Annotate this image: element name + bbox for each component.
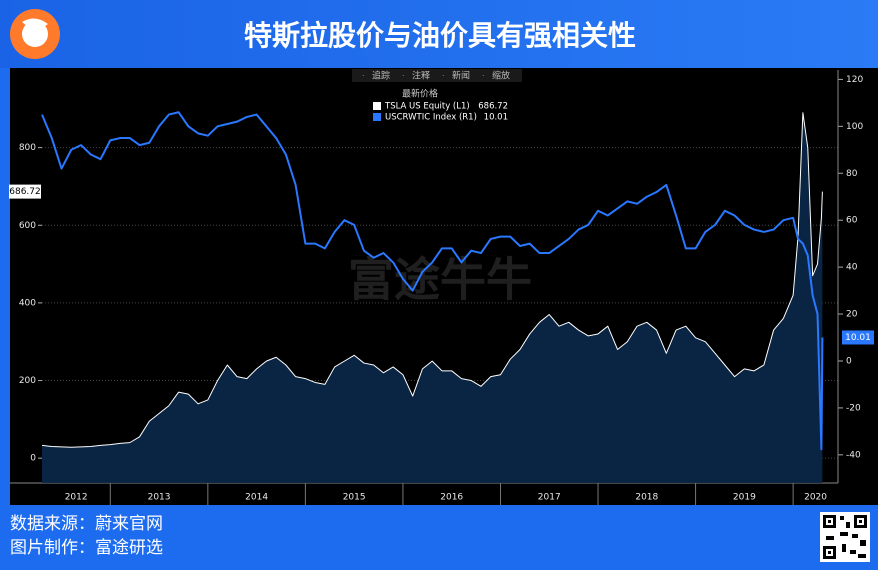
series-area	[42, 112, 823, 484]
legend-title: 最新价格	[402, 88, 438, 100]
y2-tick-label: -20	[846, 403, 861, 413]
toolbar: 追踪 · 注释 · 新闻 · 缩放 ·	[352, 69, 522, 82]
x-tick-label: 2012	[65, 493, 88, 503]
x-tick-label: 2020	[804, 493, 827, 503]
y2-tick-label: 80	[846, 169, 858, 179]
toolbar-icon: ·	[362, 72, 365, 81]
legend-label: TSLA US Equity (L1)	[384, 102, 470, 112]
toolbar-bg	[352, 69, 522, 82]
y2-tick-label: 120	[846, 75, 863, 85]
toolbar-item: 新闻	[452, 70, 470, 82]
page-title: 特斯拉股价与油价具有强相关性	[244, 19, 636, 52]
toolbar-icon: ·	[482, 72, 485, 81]
toolbar-item: 注释	[412, 70, 430, 82]
x-tick-label: 2018	[635, 493, 658, 503]
y2-tick-label: 20	[846, 310, 858, 320]
legend-swatch	[373, 102, 381, 110]
y-tick-label: 200	[19, 376, 36, 386]
series-line	[41, 112, 823, 448]
toolbar-icon: ·	[442, 72, 445, 81]
logo	[10, 9, 60, 59]
x-tick-label: 2017	[538, 493, 561, 503]
y-tick-label: 400	[19, 298, 36, 308]
watermark: 富途牛牛	[348, 253, 532, 307]
y-tick-label: 600	[19, 221, 36, 231]
y2-tick-label: 60	[846, 216, 858, 226]
last-value-tag	[842, 330, 874, 345]
y2-tick-label: 40	[846, 263, 858, 273]
x-tick-label: 2013	[148, 493, 171, 503]
last-value-tag	[9, 184, 41, 199]
x-tick-label: 2014	[245, 493, 268, 503]
plot: 0 200 400 600 800 -40 -20 0 20 40 60 80 100 120 2012 20…	[9, 70, 874, 505]
legend-value: 686.72	[478, 102, 508, 112]
x-axis-band	[10, 483, 838, 505]
header-bar	[0, 0, 878, 68]
source-note: 数据来源：蔚来官网	[10, 514, 163, 534]
legend-value: 10.01	[484, 113, 508, 123]
last-value-label: 686.72	[9, 187, 41, 197]
maker-note: 图片制作：富途研选	[10, 538, 163, 558]
last-value-label: 10.01	[845, 333, 871, 343]
toolbar-icon: ·	[402, 72, 405, 81]
y2-tick-label: 100	[846, 122, 863, 132]
legend-bg	[368, 87, 510, 124]
y2-tick-label: -40	[846, 450, 861, 460]
y-tick-label: 800	[19, 143, 36, 153]
toolbar-item: 追踪	[372, 70, 390, 82]
qr-code	[820, 512, 870, 562]
x-tick-label: 2019	[733, 493, 756, 503]
series-line	[41, 111, 824, 451]
x-tick-label: 2015	[343, 493, 366, 503]
y-tick-label: 0	[30, 454, 36, 464]
toolbar-item: 缩放	[492, 70, 510, 82]
y2-tick-label: 0	[846, 356, 852, 366]
x-tick-label: 2016	[440, 493, 463, 503]
legend-label: USCRWTIC Index (R1)	[385, 113, 477, 123]
legend-swatch	[373, 113, 381, 121]
